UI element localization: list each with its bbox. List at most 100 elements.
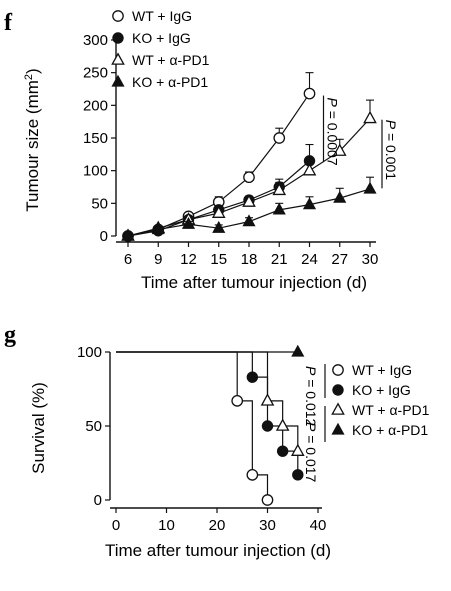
data-point (333, 190, 347, 203)
chart-f-y-label-superscript: 2 (23, 74, 35, 80)
data-point (261, 420, 274, 432)
chart-f-y-tick-label: 200 (83, 97, 108, 114)
data-point (121, 228, 135, 241)
chart-g-x-tick-label: 20 (209, 517, 226, 534)
chart-f-y-tick-label: 50 (91, 195, 108, 212)
legend-marker (111, 52, 125, 65)
chart-f-x-axis-label: Time after tumour injection (d) (141, 273, 367, 292)
series-ko-alpha-pd1 (121, 176, 377, 241)
legend-marker (332, 364, 344, 376)
legend-marker (332, 384, 344, 396)
data-point (272, 182, 287, 196)
chart-g-x-tick-label: 0 (112, 517, 120, 534)
survival-step-line (116, 351, 269, 500)
legend-label: WT + IgG (352, 362, 412, 378)
chart-g-x-tick-label: 40 (310, 517, 327, 534)
legend-marker (331, 402, 345, 415)
p-label: P (303, 422, 319, 432)
legend-item-ko-igg: KO + IgG (112, 30, 191, 46)
legend-label: KO + IgG (132, 30, 191, 46)
legend-item-wt-igg: WT + IgG (112, 8, 192, 24)
legend-label: WT + α-PD1 (352, 402, 430, 418)
data-point (242, 194, 256, 207)
data-point (260, 393, 275, 406)
p-value: = 0.012 (303, 375, 319, 426)
data-point (291, 344, 305, 357)
legend-label: WT + α-PD1 (132, 52, 210, 68)
data-point (363, 181, 377, 194)
survival-step-line (116, 351, 299, 475)
data-point (363, 110, 377, 124)
legend-item-ko-alpha-pd1: KO + α-PD1 (331, 422, 428, 438)
data-point (290, 443, 305, 456)
legend-marker (112, 32, 124, 44)
data-point (332, 143, 347, 156)
p-label: P (383, 120, 399, 130)
survival-chart: 0 50 100 0 10 20 30 40 WT + IgG KO + IgG WT + α-PD… (77, 344, 430, 534)
chart-f-x-tick-label: 21 (271, 251, 288, 268)
p-value: = 0.017 (303, 431, 319, 482)
chart-g-x-tick-label: 30 (259, 517, 276, 534)
chart-g-x-tick-label: 10 (158, 517, 175, 534)
chart-g-y-tick-label: 100 (77, 344, 102, 361)
legend-marker (331, 422, 345, 435)
legend-label: KO + α-PD1 (132, 74, 208, 90)
series-wt-alpha-pd1 (116, 351, 305, 456)
data-point (273, 132, 286, 144)
legend-item-wt-igg: WT + IgG (332, 362, 412, 378)
data-point (276, 445, 289, 457)
p-value-annotation: P = 0.001 (383, 120, 399, 181)
chart-f-x-tick-label: 9 (154, 251, 162, 268)
p-label: P (325, 97, 341, 107)
chart-f-y-tick-label: 150 (83, 130, 108, 147)
legend-label: KO + α-PD1 (352, 422, 428, 438)
data-point (302, 163, 317, 176)
chart-f-x-tick-label: 30 (362, 251, 379, 268)
chart-f-y-tick-label: 0 (100, 228, 108, 245)
p-value-annotation: P = 0.012 (303, 366, 319, 427)
data-point (231, 394, 244, 407)
legend-item-ko-alpha-pd1: KO + α-PD1 (111, 74, 208, 90)
data-point (261, 494, 274, 506)
chart-f-x-tick-label: 24 (301, 251, 318, 268)
data-point (181, 216, 196, 229)
data-point (212, 220, 226, 233)
chart-g-y-tick-label: 50 (85, 418, 102, 435)
chart-f-y-axis-label: Tumour size (mm2) (23, 68, 42, 211)
chart-f-y-tick-label: 100 (83, 163, 108, 180)
legend-item-wt-alpha-pd1: WT + α-PD1 (331, 402, 430, 418)
chart-f-x-tick-label: 27 (331, 251, 348, 268)
chart-g-y-axis-label: Survival (%) (29, 382, 48, 474)
data-point (272, 202, 286, 215)
data-point (292, 469, 304, 481)
data-point (246, 468, 259, 481)
chart-f-x-tick-label: 6 (124, 251, 132, 268)
chart-f-y-tick-label: 300 (83, 32, 108, 49)
data-point (246, 371, 259, 383)
legend-marker (112, 10, 124, 22)
data-point (275, 418, 290, 431)
data-point (302, 197, 317, 210)
chart-f-x-tick-label: 18 (241, 251, 258, 268)
data-point (211, 205, 226, 218)
p-value: = 0.001 (383, 129, 399, 180)
chart-g-y-tick-label: 0 (94, 492, 102, 509)
data-point (243, 171, 255, 184)
panel-label-f: f (4, 10, 13, 36)
chart-f-y-tick-label: 250 (83, 65, 108, 82)
legend-marker (111, 74, 125, 87)
series-ko-alpha-pd1 (116, 344, 305, 357)
legend-label: WT + IgG (132, 8, 192, 24)
p-value-annotation: P = 0.017 (303, 422, 319, 483)
data-point (242, 214, 256, 227)
p-label: P (303, 366, 319, 376)
p-value: = 0.0007 (325, 107, 341, 166)
chart-f-y-label-main: Tumour size (mm (23, 80, 42, 212)
tumour-size-chart: 0 50 100 150 200 250 300 6 9 12 15 18 21 24 27 30 WT + I… (83, 8, 399, 268)
p-value-annotation: P = 0.0007 (325, 97, 341, 165)
data-point (303, 87, 316, 100)
legend-item-ko-igg: KO + IgG (332, 382, 411, 398)
data-point (151, 222, 165, 235)
panel-label-g: g (4, 322, 16, 348)
